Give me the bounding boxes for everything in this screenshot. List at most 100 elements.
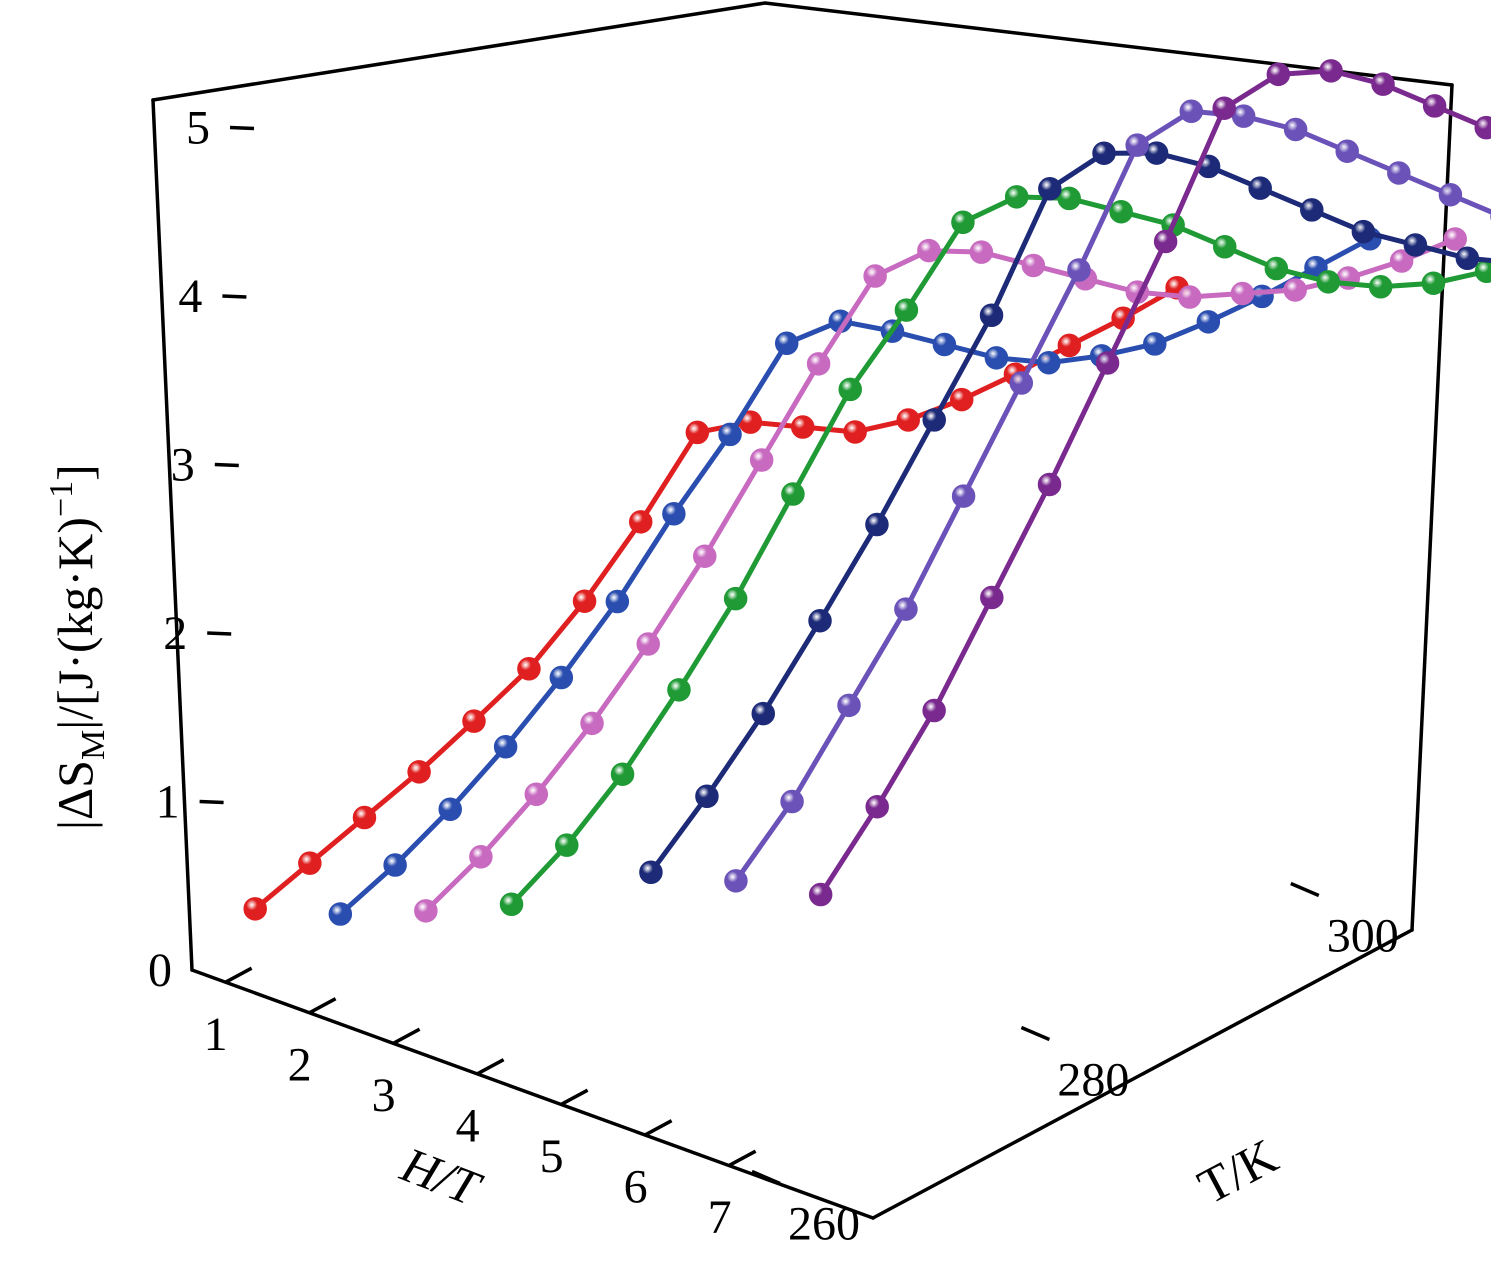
z-tick-label: 0 [148, 944, 172, 997]
data-point [524, 782, 549, 807]
data-point [414, 899, 438, 923]
data-point [1092, 141, 1116, 165]
h-tick [476, 1058, 505, 1076]
z-tick-label: 2 [163, 607, 187, 660]
data-point [1403, 233, 1428, 257]
data-point [790, 415, 815, 439]
data-point [636, 632, 660, 656]
data-point [1438, 183, 1463, 207]
data-point [499, 892, 524, 917]
data-point [1474, 115, 1491, 140]
z-tick [229, 125, 255, 131]
series-field-2 [328, 227, 1382, 926]
data-point [1316, 270, 1341, 294]
data-point [383, 853, 407, 877]
data-point [1422, 94, 1447, 118]
data-point [1230, 281, 1255, 306]
h-tick-label: 1 [204, 1008, 228, 1061]
data-point [493, 735, 518, 759]
series-line [509, 194, 1491, 907]
data-point [1443, 227, 1467, 251]
data-point [667, 678, 691, 702]
data-point [1212, 235, 1237, 259]
axis-ticks [199, 125, 1320, 1186]
data-point [1057, 333, 1082, 358]
data-point [298, 851, 322, 875]
back-top-edge [151, 1, 1454, 102]
data-point [922, 408, 946, 432]
data-point [896, 408, 920, 432]
data-point [932, 332, 957, 357]
series-field-6 [724, 99, 1491, 893]
h-axis-line [190, 968, 875, 1220]
data-point [1283, 278, 1307, 302]
data-point [1021, 253, 1046, 278]
h-tick [560, 1088, 589, 1106]
data-point [806, 352, 831, 376]
series-layer [243, 59, 1491, 926]
data-point [1250, 284, 1274, 309]
data-point [549, 665, 574, 690]
data-point [1109, 199, 1133, 224]
data-point [751, 701, 776, 726]
h-tick-label: 2 [288, 1039, 312, 1092]
data-point [610, 762, 635, 786]
series-line [818, 68, 1491, 898]
data-point [1037, 472, 1062, 497]
data-point [808, 882, 833, 907]
z-tick [222, 294, 247, 299]
series-line [648, 150, 1491, 875]
z-tick-label: 3 [171, 439, 195, 492]
data-point [1421, 271, 1446, 295]
data-point [1335, 139, 1359, 163]
data-point [517, 657, 541, 681]
z-axis-line [151, 98, 194, 972]
z-tick-label: 5 [186, 102, 210, 155]
data-point [1368, 275, 1393, 299]
data-point [780, 789, 804, 814]
data-point [949, 387, 974, 412]
data-point [774, 331, 799, 356]
h-tick [308, 997, 337, 1015]
series-line [252, 285, 1180, 912]
z-tick [199, 799, 224, 805]
data-point [693, 544, 717, 568]
z-axis-title-sup: −1 [43, 481, 80, 517]
series-field-7 [808, 59, 1491, 907]
data-point [469, 845, 493, 869]
t-axis-line [871, 928, 1414, 1220]
plot-frame [151, 1, 1454, 1220]
h-tick [728, 1149, 757, 1167]
series-field-5 [639, 141, 1491, 885]
data-point [628, 510, 653, 534]
data-point [1300, 198, 1324, 222]
data-point [438, 797, 462, 822]
series-line [733, 108, 1491, 884]
data-point [1143, 332, 1167, 356]
h-tick [392, 1027, 421, 1045]
data-point [1387, 161, 1411, 185]
data-point [605, 589, 630, 614]
data-point [580, 711, 604, 736]
data-point [352, 805, 377, 830]
data-point [1455, 246, 1480, 271]
data-point [462, 709, 486, 733]
data-point [1319, 59, 1343, 83]
z-axis-title-suffix: ] [47, 464, 103, 481]
data-point [1179, 99, 1204, 124]
data-point [1283, 117, 1308, 142]
data-point [951, 210, 975, 235]
data-point [838, 377, 862, 402]
data-point [984, 346, 1009, 370]
data-point [980, 585, 1004, 610]
z-axis-title-mid: |/[J·(kg·K) [47, 517, 103, 730]
data-point [1038, 177, 1062, 201]
t-tick [1020, 1025, 1051, 1042]
t-tick-label: 260 [788, 1198, 860, 1251]
series-field-3 [414, 227, 1467, 923]
data-point [843, 420, 867, 444]
data-point [1095, 351, 1120, 375]
z-axis-title: |ΔSM|/[J·(kg·K)−1] [43, 464, 112, 830]
data-point [572, 589, 597, 613]
